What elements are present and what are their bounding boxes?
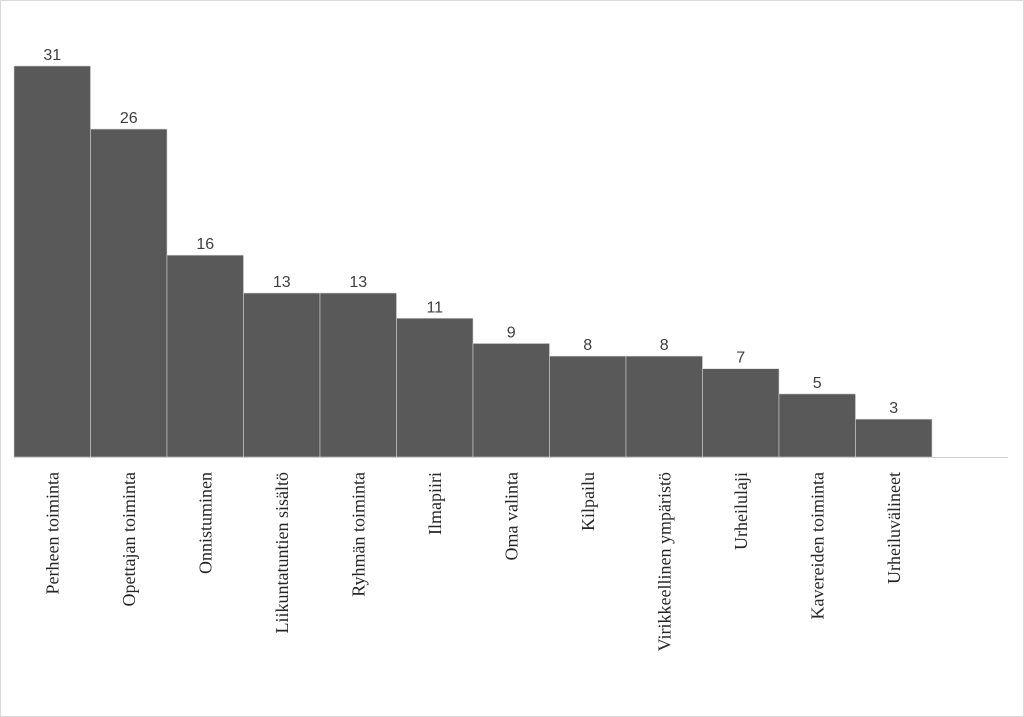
category-label-3: Liikuntatuntien sisältö [272,472,292,633]
bars-group [13,65,933,458]
data-label-5: 11 [426,299,443,316]
bar-10 [778,393,856,458]
bar-3 [243,292,321,458]
category-label-7: Kilpailu [578,472,598,531]
data-label-2: 16 [196,236,214,253]
category-label-8: Virikkeellinen ympäristö [654,472,674,651]
category-label-10: Kavereiden toiminta [807,472,827,619]
data-label-7: 8 [583,337,592,354]
category-label-1: Opettajan toiminta [119,472,139,606]
bar-0 [13,65,91,458]
data-label-3: 13 [273,274,291,291]
data-label-0: 31 [43,47,61,64]
bar-2 [166,254,244,458]
data-label-8: 8 [660,337,669,354]
category-label-6: Oma valinta [501,472,521,560]
data-label-4: 13 [349,274,367,291]
category-labels-group: Perheen toiminta Opettajan toiminta Onnist… [42,472,904,651]
data-label-9: 7 [736,350,745,367]
data-labels-group: 31 26 16 13 13 11 9 8 8 7 5 3 [43,47,898,417]
bar-1 [90,128,168,458]
category-label-5: Ilmapiiri [425,472,445,535]
category-label-9: Urheilulaji [731,472,751,550]
bar-4 [319,292,397,458]
bar-5 [396,317,474,458]
bar-9 [702,368,780,458]
data-label-1: 26 [120,110,138,127]
data-label-10: 5 [813,375,822,392]
category-label-2: Onnistuminen [195,472,215,574]
category-label-11: Urheiluvälineet [884,472,904,584]
category-label-0: Perheen toiminta [42,472,62,594]
category-label-4: Ryhmän toiminta [348,472,368,597]
data-label-6: 9 [507,324,516,341]
bar-6 [472,343,550,458]
bar-8 [625,355,703,458]
bar-7 [549,355,627,458]
bar-11 [855,418,933,458]
data-label-11: 3 [889,400,898,417]
